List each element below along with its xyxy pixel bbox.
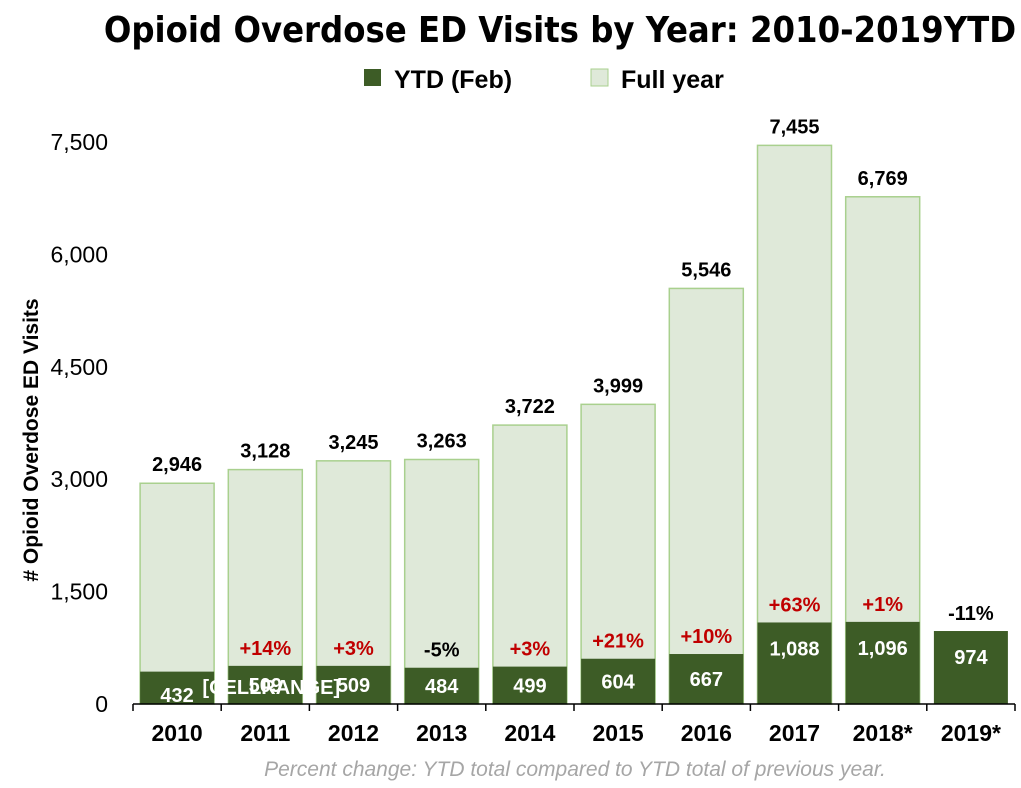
x-tick-label: 2011: [240, 720, 290, 746]
full-year-label: 7,455: [769, 116, 819, 138]
bar-full-year: [139, 482, 215, 705]
bar-full-year: [227, 468, 304, 705]
x-tick-label: 2012: [328, 720, 379, 746]
bar-full-year: [580, 403, 656, 705]
ytd-label: 667: [690, 669, 723, 691]
ytd-label: 509: [337, 675, 370, 697]
ytd-label: 604: [601, 671, 635, 693]
x-tick-label: 2016: [681, 720, 732, 746]
y-axis-label: # Opioid Overdose ED Visits: [20, 298, 43, 581]
x-axis: 2010 2011 2012 2013 2014 2015 2016 2017 2018* 201…: [132, 703, 1016, 746]
x-tick-label: 2010: [152, 720, 203, 746]
legend-swatch-full: [590, 68, 609, 87]
bar-full-year: [403, 458, 480, 705]
percent-change-label: +21%: [592, 631, 644, 653]
bar-ytd: [581, 658, 656, 704]
x-tick-label: 2019*: [941, 720, 1001, 746]
cellrange-overlay-label: [CELLRANGE]: [202, 677, 340, 699]
y-tick-label: 4,500: [50, 354, 108, 380]
bar-full-year: [492, 424, 568, 705]
ytd-label: 1,088: [769, 638, 819, 660]
full-year-label: 3,245: [328, 432, 378, 454]
bar-full-year: [756, 144, 833, 705]
y-tick-label: 6,000: [50, 241, 108, 267]
full-year-label: 2,946: [152, 454, 202, 476]
bar-ytd: [757, 622, 832, 704]
percent-change-label: -11%: [948, 603, 994, 625]
full-year-label: 6,769: [858, 168, 908, 190]
bars: [139, 144, 1008, 705]
full-year-label: 3,722: [505, 396, 555, 418]
chart-title: Opioid Overdose ED Visits by Year: 2010-…: [104, 10, 1016, 51]
ytd-label: 1,096: [858, 638, 908, 660]
percent-change-label: +63%: [769, 594, 821, 616]
bar-full-year: [844, 196, 921, 705]
x-tick-label: 2014: [504, 720, 555, 746]
full-year-label: 3,128: [240, 441, 290, 463]
full-year-label: 3,999: [593, 375, 643, 397]
bar-ytd: [140, 671, 215, 704]
legend-label-full: Full year: [621, 66, 724, 94]
ytd-label: 484: [425, 676, 459, 698]
bar-ytd: [228, 665, 303, 704]
y-tick-label: 7,500: [50, 129, 108, 155]
bar-ytd: [316, 665, 391, 704]
legend-swatch-ytd: [364, 69, 381, 86]
legend: YTD (Feb) Full year: [364, 66, 724, 94]
legend-label-ytd: YTD (Feb): [394, 66, 512, 94]
percent-change-label: +10%: [680, 626, 732, 648]
ytd-label: 974: [954, 647, 988, 669]
x-tick-label: 2018*: [853, 720, 913, 746]
percent-change-label: +14%: [239, 638, 291, 660]
y-axis: 0 1,500 3,000 4,500 6,000 7,500: [50, 129, 108, 717]
full-year-label: 3,263: [417, 430, 467, 452]
percent-change-label: +3%: [510, 639, 551, 661]
x-tick-label: 2017: [769, 720, 820, 746]
ytd-label: 432: [160, 685, 193, 707]
percent-change-label: +1%: [862, 594, 903, 616]
bar-full-year: [315, 460, 392, 705]
percent-change-label: +3%: [333, 638, 374, 660]
percent-change-label: -5%: [424, 640, 460, 662]
ytd-label: 499: [513, 675, 546, 697]
footnote: Percent change: YTD total compared to YT…: [264, 758, 886, 781]
data-labels: 2,946 432 3,128 509 +14% 3,245 509 +3% 3,263 484 -…: [152, 116, 994, 707]
bar-full-year: [668, 287, 745, 705]
full-year-label: 5,546: [681, 259, 731, 281]
bar-ytd: [669, 654, 744, 704]
ytd-label: 509: [249, 675, 282, 697]
y-tick-label: 3,000: [50, 466, 108, 492]
x-tick-label: 2015: [593, 720, 644, 746]
bar-ytd: [933, 631, 1008, 704]
bar-ytd: [845, 621, 920, 704]
x-tick-label: 2013: [416, 720, 467, 746]
bar-ytd: [404, 667, 479, 704]
bar-ytd: [492, 666, 567, 704]
y-tick-label: 1,500: [50, 579, 108, 605]
y-tick-label: 0: [95, 691, 108, 717]
